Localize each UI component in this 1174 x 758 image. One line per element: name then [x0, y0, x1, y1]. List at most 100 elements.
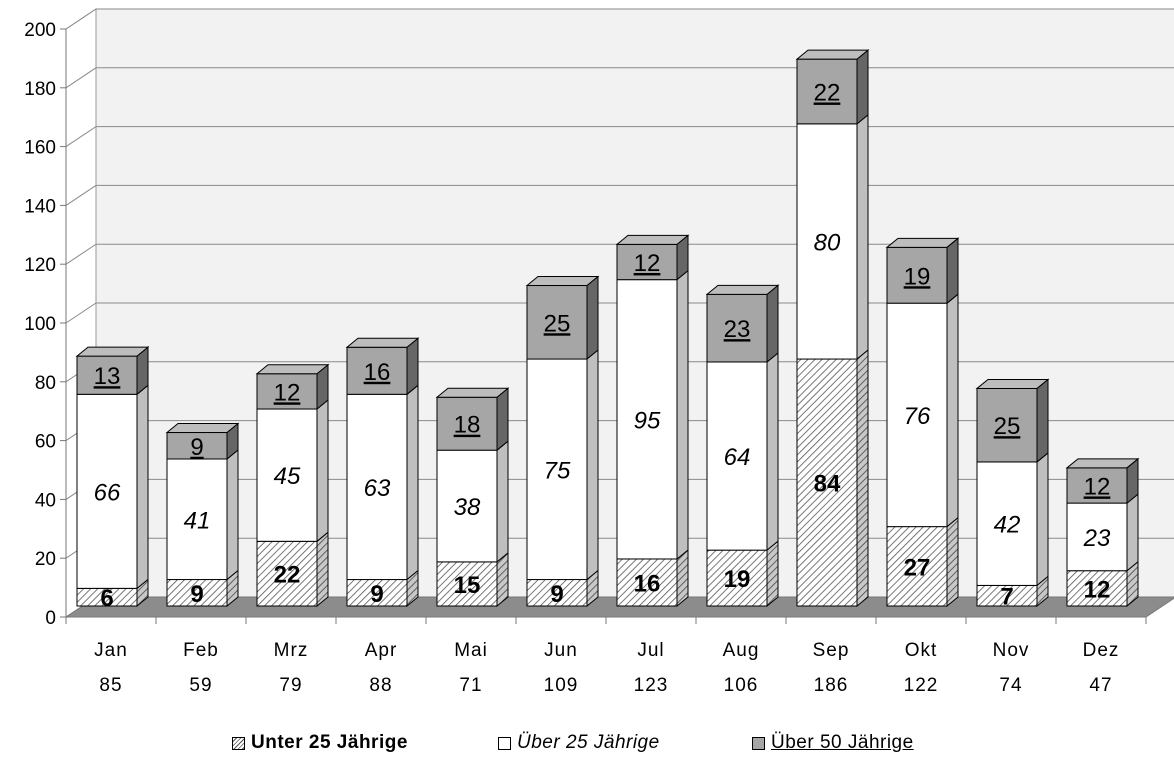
data-label: 6: [100, 585, 113, 612]
bar-side: [226, 448, 239, 581]
data-label: 25: [994, 413, 1021, 440]
bar-segment: [796, 58, 858, 125]
bar-top: [1065, 458, 1140, 469]
bar-side: [856, 348, 869, 608]
x-total-label: 71: [459, 675, 482, 696]
bar-stack: 12 23 12: [1065, 457, 1140, 608]
bar-segment: [346, 393, 408, 581]
bar-stack: 9 63 16: [345, 337, 420, 608]
bar-segment: [706, 549, 768, 607]
bar-top: [255, 364, 330, 375]
data-label: 9: [190, 581, 203, 608]
bar-stack: 84 80 22: [795, 49, 870, 608]
data-label: 66: [94, 479, 121, 506]
bar-segment: [796, 358, 858, 607]
y-tick-label: 40: [35, 490, 56, 511]
bar-segment: [346, 579, 408, 607]
x-total-label: 106: [724, 675, 759, 696]
bar-side: [316, 531, 329, 608]
bar-side: [676, 548, 689, 608]
bar-segment: [526, 579, 588, 607]
bar-top: [885, 237, 960, 248]
bar-segment: [706, 293, 768, 363]
axes-group: 0 20 40 60 80 100 120 140 160 180 200 Jan 85 Feb 59 Mrz…: [24, 20, 1147, 696]
x-tick-label: Mai: [454, 640, 488, 661]
bar-side: [676, 269, 689, 561]
data-label: 25: [544, 310, 571, 337]
data-label: 12: [1084, 473, 1111, 500]
bar-top: [525, 276, 600, 287]
y-tick-label: 0: [45, 608, 56, 629]
x-tick-label: Feb: [183, 640, 219, 661]
x-tick-label: Apr: [365, 640, 398, 661]
bar-top: [165, 423, 240, 434]
data-label: 95: [634, 407, 661, 434]
legend: Unter 25 Jährige Über 25 Jährige Über 50…: [0, 728, 1174, 758]
data-label: 22: [814, 80, 841, 107]
data-label: 12: [634, 250, 661, 277]
bar-stack: 15 38 18: [435, 387, 510, 608]
data-label: 13: [94, 363, 121, 390]
gridline: [65, 8, 1174, 30]
x-tick-label: Sep: [813, 640, 850, 661]
x-tick-label: Aug: [723, 640, 760, 661]
bar-segment: [166, 458, 228, 581]
y-tick-label: 100: [24, 314, 56, 335]
data-label: 12: [274, 379, 301, 406]
y-tick-label: 140: [24, 196, 56, 217]
data-label: 38: [454, 494, 481, 521]
x-total-label: 74: [999, 675, 1022, 696]
bar-side: [946, 516, 959, 608]
data-label: 15: [454, 572, 481, 599]
x-tick-label: Jun: [544, 640, 578, 661]
bar-side: [946, 293, 959, 528]
y-tick-label: 20: [35, 549, 56, 570]
bars-group: 6661394192245129631615381897525169512196…: [75, 49, 1140, 612]
legend-label-over25: Über 25 Jährige: [517, 732, 660, 753]
bar-side: [406, 384, 419, 581]
stacked-bar-chart: 6661394192245129631615381897525169512196…: [24, 8, 1174, 696]
data-label: 76: [904, 403, 931, 430]
bar-top: [75, 346, 150, 357]
x-total-label: 186: [814, 675, 849, 696]
data-label: 41: [184, 507, 211, 534]
bar-stack: 9 75 25: [525, 275, 600, 608]
bar-segment: [526, 285, 588, 360]
bar-segment: [166, 432, 228, 460]
y-tick-label: 200: [24, 20, 56, 41]
data-label: 18: [454, 412, 481, 439]
bar-stack: 27 76 19: [885, 237, 960, 608]
y-tick-label: 80: [35, 373, 56, 394]
bar-top: [345, 337, 420, 348]
data-label: 42: [994, 512, 1021, 539]
data-label: 9: [190, 434, 203, 461]
bar-segment: [886, 302, 948, 528]
data-label: 19: [904, 263, 931, 290]
bar-segment: [346, 346, 408, 395]
data-label: 84: [814, 471, 841, 498]
legend-label-over50: Über 50 Jährige: [771, 732, 914, 753]
data-label: 22: [274, 562, 301, 589]
bar-segment: [886, 246, 948, 304]
bar-segment: [256, 408, 318, 542]
x-total-label: 88: [369, 675, 392, 696]
legend-swatch-over25: [498, 736, 511, 750]
bar-segment: [436, 449, 498, 563]
bar-side: [766, 351, 779, 552]
x-tick-label: Nov: [993, 640, 1030, 661]
bar-top: [705, 284, 780, 295]
bar-segment: [256, 540, 318, 607]
bar-segment: [166, 579, 228, 607]
bar-stack: 19 64 23: [705, 284, 780, 608]
data-label: 9: [370, 581, 383, 608]
bar-side: [496, 440, 509, 563]
data-label: 7: [1000, 584, 1013, 611]
bar-stack: 9 41 9: [165, 422, 240, 608]
x-total-label: 79: [279, 675, 302, 696]
data-label: 23: [1083, 525, 1111, 552]
y-tick-label: 120: [24, 255, 56, 276]
x-tick-label: Okt: [905, 640, 938, 661]
data-label: 9: [550, 581, 563, 608]
data-label: 23: [724, 316, 751, 343]
